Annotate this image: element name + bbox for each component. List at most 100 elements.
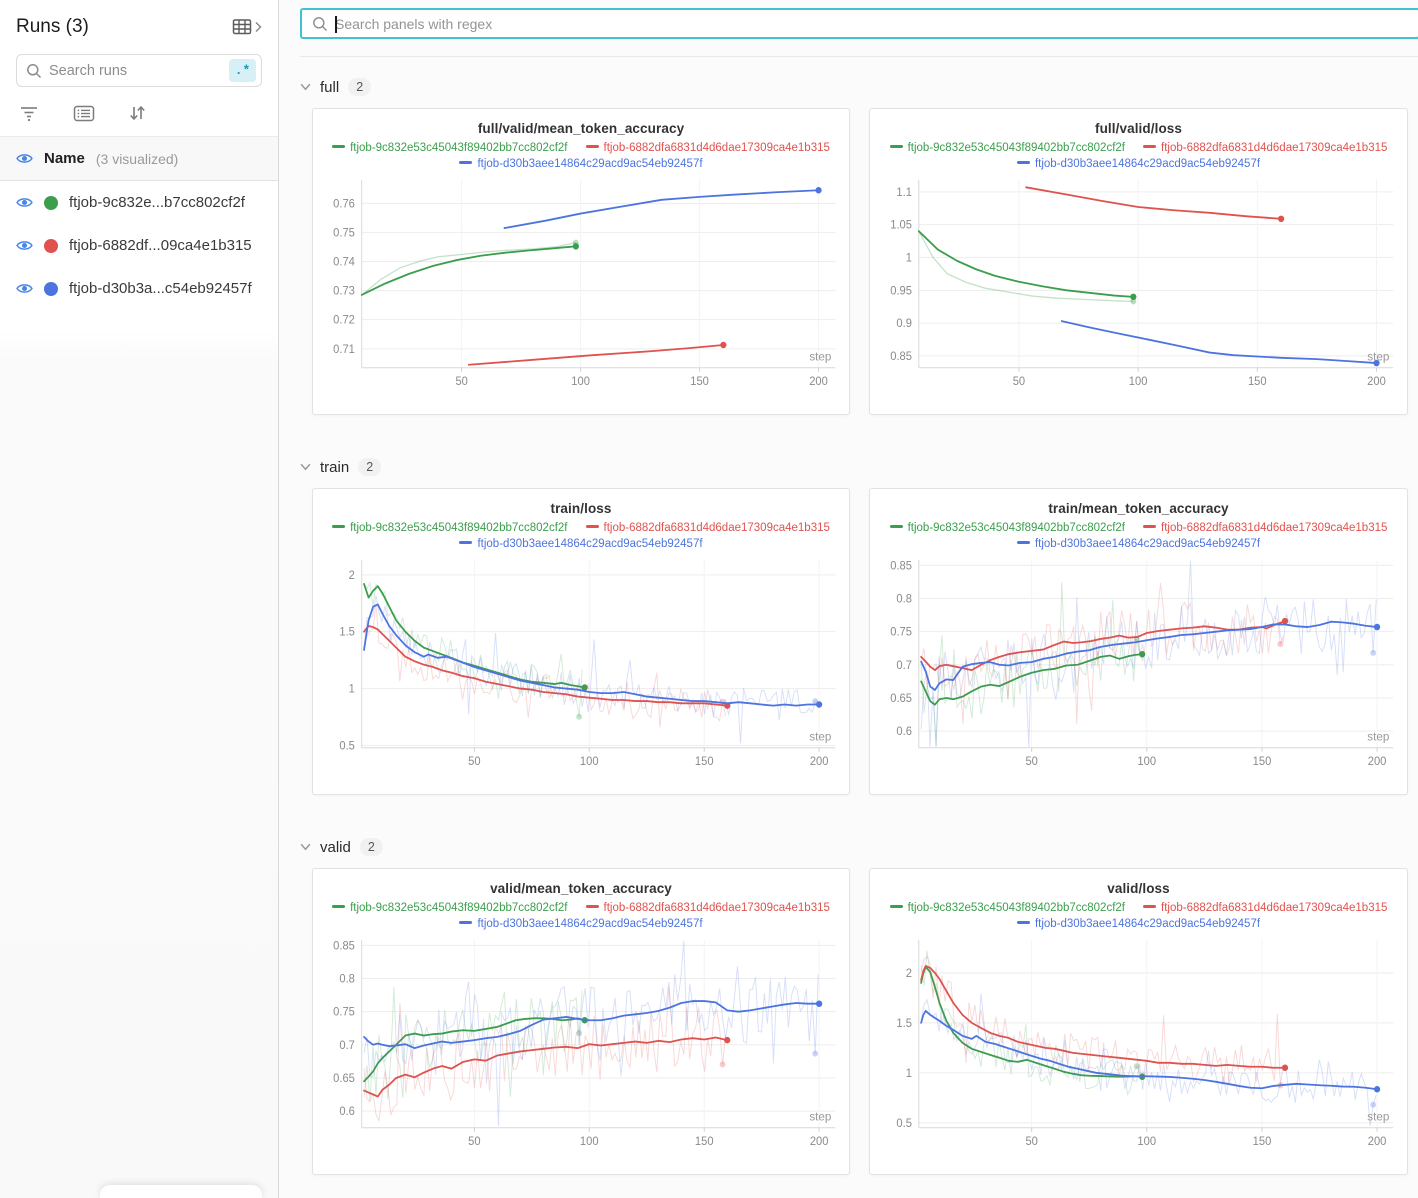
runs-title: Runs (3) [16, 16, 89, 37]
chart-plot[interactable]: 0.5 1 1.5 2 50 100 150 200 step [876, 934, 1401, 1162]
legend-item: ftjob-6882dfa6831d4d6dae17309ca4e1b315 [585, 520, 830, 536]
table-icon [232, 19, 252, 35]
svg-text:100: 100 [1129, 376, 1148, 388]
legend-item: ftjob-9c832e53c45043f89402bb7cc802cf2f [332, 140, 568, 156]
legend-item: ftjob-6882dfa6831d4d6dae17309ca4e1b315 [585, 140, 830, 156]
run-row[interactable]: ftjob-9c832e...b7cc802cf2f [0, 181, 278, 224]
svg-text:50: 50 [1025, 756, 1037, 768]
run-name: ftjob-9c832e...b7cc802cf2f [69, 194, 245, 211]
filter-icon [21, 106, 37, 121]
svg-text:0.8: 0.8 [896, 593, 912, 605]
panels-area: full 2 full/valid/mean_token_accuracy ft… [279, 0, 1418, 1198]
section-count-badge: 2 [348, 78, 372, 96]
legend-item: ftjob-9c832e53c45043f89402bb7cc802cf2f [332, 900, 568, 916]
legend-item: ftjob-d30b3aee14864c29acd9ac54eb92457f [459, 156, 703, 172]
text-cursor [335, 16, 337, 33]
chart-plot[interactable]: 0.85 0.9 0.95 1 1.05 1.1 50 100 150 200 step [876, 174, 1401, 402]
sort-icon [130, 105, 145, 121]
eye-icon[interactable] [16, 282, 33, 295]
eye-icon[interactable] [16, 239, 33, 252]
svg-text:150: 150 [1253, 756, 1272, 768]
runs-table-header: Name (3 visualized) [0, 136, 278, 181]
chart-legend: ftjob-9c832e53c45043f89402bb7cc802cf2f ft… [319, 900, 843, 932]
svg-text:0.74: 0.74 [333, 256, 355, 268]
runs-toolbar [0, 87, 278, 136]
chart-plot[interactable]: 0.5 1 1.5 2 50 100 150 200 step [319, 554, 843, 782]
chart-plot[interactable]: 0.6 0.65 0.7 0.75 0.8 0.85 50 100 150 200 step [319, 934, 843, 1162]
legend-dash [459, 920, 473, 924]
section-header-full[interactable]: full 2 [300, 78, 1408, 96]
filter-runs-button[interactable] [18, 105, 40, 122]
chart-title: full/valid/mean_token_accuracy [477, 121, 685, 136]
svg-text:150: 150 [1248, 376, 1267, 388]
svg-text:step: step [1367, 349, 1389, 363]
section-header-train[interactable]: train 2 [300, 458, 1408, 476]
svg-text:0.95: 0.95 [890, 285, 912, 297]
svg-text:100: 100 [580, 756, 599, 768]
legend-item: ftjob-d30b3aee14864c29acd9ac54eb92457f [1016, 916, 1260, 932]
chevron-down-icon [300, 83, 311, 91]
visualized-count: (3 visualized) [95, 150, 179, 167]
legend-item: ftjob-6882dfa6831d4d6dae17309ca4e1b315 [1143, 900, 1387, 916]
legend-dash [889, 904, 903, 908]
run-color-dot [44, 195, 58, 210]
chart-panel[interactable]: train/mean_token_accuracy ftjob-9c832e53… [869, 488, 1408, 795]
svg-text:0.5: 0.5 [339, 740, 355, 752]
legend-item: ftjob-9c832e53c45043f89402bb7cc802cf2f [889, 900, 1125, 916]
panels-topbar [279, 0, 1418, 57]
chart-legend: ftjob-9c832e53c45043f89402bb7cc802cf2f ft… [876, 520, 1401, 552]
chart-plot[interactable]: 0.71 0.72 0.73 0.74 0.75 0.76 50 100 150 200 step [319, 174, 843, 402]
legend-dash [585, 904, 599, 908]
legend-dash [332, 524, 346, 528]
svg-text:1.1: 1.1 [896, 187, 912, 199]
section-header-valid[interactable]: valid 2 [300, 838, 1408, 856]
list-icon [73, 105, 95, 121]
svg-text:50: 50 [455, 376, 467, 388]
columns-settings-button[interactable] [73, 105, 95, 122]
svg-text:1: 1 [906, 252, 912, 264]
svg-text:200: 200 [1368, 1136, 1387, 1148]
legend-dash [585, 144, 599, 148]
legend-item: ftjob-6882dfa6831d4d6dae17309ca4e1b315 [585, 900, 830, 916]
eye-icon[interactable] [16, 196, 33, 209]
chevron-down-icon [300, 843, 311, 851]
legend-dash [1143, 524, 1156, 528]
svg-text:1: 1 [906, 1068, 912, 1080]
chart-panel[interactable]: train/loss ftjob-9c832e53c45043f89402bb7… [312, 488, 850, 795]
chart-title: valid/loss [1107, 881, 1170, 896]
bottom-popup [100, 1185, 262, 1198]
search-panels-input[interactable] [335, 15, 1408, 32]
chart-panel[interactable]: valid/mean_token_accuracy ftjob-9c832e53… [312, 868, 850, 1175]
legend-dash [889, 144, 903, 148]
run-name: ftjob-d30b3a...c54eb92457f [69, 280, 252, 297]
svg-text:0.72: 0.72 [333, 315, 355, 327]
chart-panel[interactable]: full/valid/loss ftjob-9c832e53c45043f894… [869, 108, 1408, 415]
run-row[interactable]: ftjob-6882df...09ca4e1b315 [0, 224, 278, 267]
chart-plot[interactable]: 0.6 0.65 0.7 0.75 0.8 0.85 50 100 150 200 step [876, 554, 1401, 782]
svg-text:100: 100 [1137, 756, 1156, 768]
svg-text:0.75: 0.75 [333, 1007, 355, 1019]
sort-runs-button[interactable] [128, 104, 147, 122]
run-row[interactable]: ftjob-d30b3a...c54eb92457f [0, 267, 278, 310]
runs-table-button[interactable] [232, 18, 262, 36]
svg-text:0.75: 0.75 [890, 627, 912, 639]
svg-text:200: 200 [1368, 756, 1387, 768]
chart-panel[interactable]: full/valid/mean_token_accuracy ftjob-9c8… [312, 108, 850, 415]
chart-panel[interactable]: valid/loss ftjob-9c832e53c45043f89402bb7… [869, 868, 1408, 1175]
svg-text:200: 200 [810, 756, 829, 768]
svg-text:0.8: 0.8 [339, 973, 355, 985]
svg-text:step: step [1367, 1109, 1389, 1123]
eye-icon[interactable] [16, 152, 33, 165]
search-runs-input[interactable] [49, 62, 222, 79]
svg-text:2: 2 [906, 968, 912, 980]
svg-text:0.5: 0.5 [896, 1118, 912, 1130]
search-panels-box [300, 8, 1418, 39]
svg-text:50: 50 [468, 756, 480, 768]
svg-text:200: 200 [810, 1136, 829, 1148]
regex-toggle-button[interactable]: .* [229, 59, 256, 82]
svg-text:100: 100 [1137, 1136, 1156, 1148]
svg-text:50: 50 [1025, 1136, 1037, 1148]
legend-dash [1016, 920, 1030, 924]
legend-dash [1016, 540, 1030, 544]
legend-item: ftjob-9c832e53c45043f89402bb7cc802cf2f [889, 520, 1125, 536]
